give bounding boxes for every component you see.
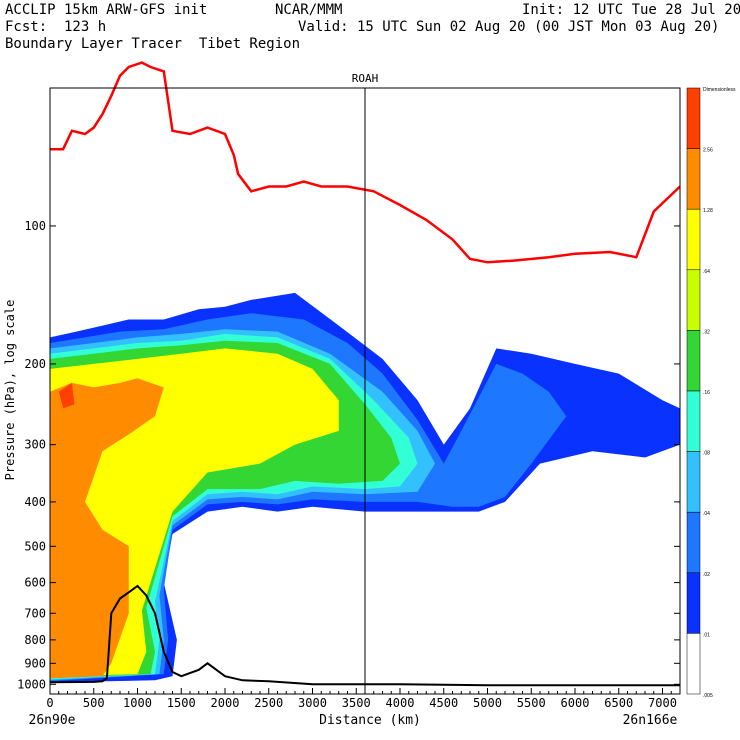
x-tick-label: 6500 <box>604 696 633 710</box>
header-line3-left: Boundary Layer Tracer Tibet Region <box>5 36 301 52</box>
x-tick-label: 4500 <box>429 696 458 710</box>
x-tick-label: 3000 <box>298 696 327 710</box>
colorbar-label: .02 <box>703 572 710 578</box>
header-line1-center: NCAR/MMM <box>275 2 343 18</box>
y-tick-label: 900 <box>24 656 46 670</box>
y-tick-label: 1000 <box>17 677 46 691</box>
colorbar-label: .32 <box>703 329 710 335</box>
colorbar-swatch <box>686 269 701 331</box>
x-tick-label: 6000 <box>561 696 590 710</box>
x-tick-label: 3500 <box>342 696 371 710</box>
x-axis-label: Distance (km) <box>319 713 421 728</box>
colorbar-label: .04 <box>703 511 710 517</box>
x-tick-label: 2000 <box>211 696 240 710</box>
chart-title: ROAH <box>352 72 379 85</box>
colorbar-swatch <box>686 148 701 210</box>
colorbar-swatch <box>686 451 701 513</box>
colorbar-swatch <box>686 87 701 149</box>
colorbar-label: 2.56 <box>703 148 713 154</box>
tropopause-line <box>50 61 681 264</box>
x-tick-label: 5500 <box>517 696 546 710</box>
colorbar-swatch <box>686 572 701 634</box>
colorbar-label: 1.28 <box>703 208 713 214</box>
header-line1-right: Init: 12 UTC Tue 28 Jul 20 <box>522 2 740 18</box>
header-line1-left: ACCLIP 15km ARW-GFS init <box>5 2 208 18</box>
x-tick-label: 1000 <box>123 696 152 710</box>
x-tick-label: 2500 <box>254 696 283 710</box>
header-line2-right: Valid: 15 UTC Sun 02 Aug 20 (00 JST Mon … <box>298 19 720 35</box>
x-tick-label: 5000 <box>473 696 502 710</box>
y-tick-label: 800 <box>24 633 46 647</box>
colorbar-label: Dimensionless <box>703 87 736 93</box>
colorbar: Dimensionless 2.56 1.28 .64 .32 .16 .08 .04 .02.… <box>686 87 736 699</box>
colorbar-swatch <box>686 511 701 574</box>
colorbar-label: .005 <box>703 693 713 699</box>
x-start-label: 26n90e <box>29 713 76 728</box>
x-tick-label: 7000 <box>648 696 677 710</box>
colorbar-swatch <box>686 633 701 695</box>
y-axis-label: Pressure (hPa), log scale <box>3 300 17 481</box>
y-tick-label: 700 <box>24 606 46 620</box>
y-axis: 100 200 300 400 500 600 700 800 900 1000 <box>17 219 680 691</box>
colorbar-swatch <box>686 208 701 271</box>
tracer-field-.64 <box>50 378 164 679</box>
x-tick-label: 1500 <box>167 696 196 710</box>
y-tick-label: 100 <box>24 219 46 233</box>
tracer-field-1.28 <box>58 382 75 409</box>
colorbar-label: .16 <box>703 390 710 396</box>
colorbar-label: .08 <box>703 451 710 457</box>
x-end-label: 26n166e <box>623 713 678 728</box>
x-tick-label: 500 <box>83 696 105 710</box>
y-tick-label: 500 <box>24 539 46 553</box>
y-tick-label: 400 <box>24 495 46 509</box>
x-tick-label: 4000 <box>386 696 415 710</box>
colorbar-swatch <box>686 330 701 392</box>
x-axis: 0 500 1000 1500 2000 2500 3000 3500 4000 4500 5000… <box>46 688 677 710</box>
colorbar-swatch <box>686 390 701 452</box>
colorbar-label: .01 <box>703 632 710 638</box>
y-tick-label: 600 <box>24 576 46 590</box>
x-tick-label: 0 <box>46 696 53 710</box>
colorbar-label: .64 <box>703 269 710 275</box>
y-tick-label: 200 <box>24 357 46 371</box>
y-tick-label: 300 <box>24 438 46 452</box>
terrain-line <box>49 584 680 687</box>
header-line2-left: Fcst: 123 h <box>5 19 107 35</box>
